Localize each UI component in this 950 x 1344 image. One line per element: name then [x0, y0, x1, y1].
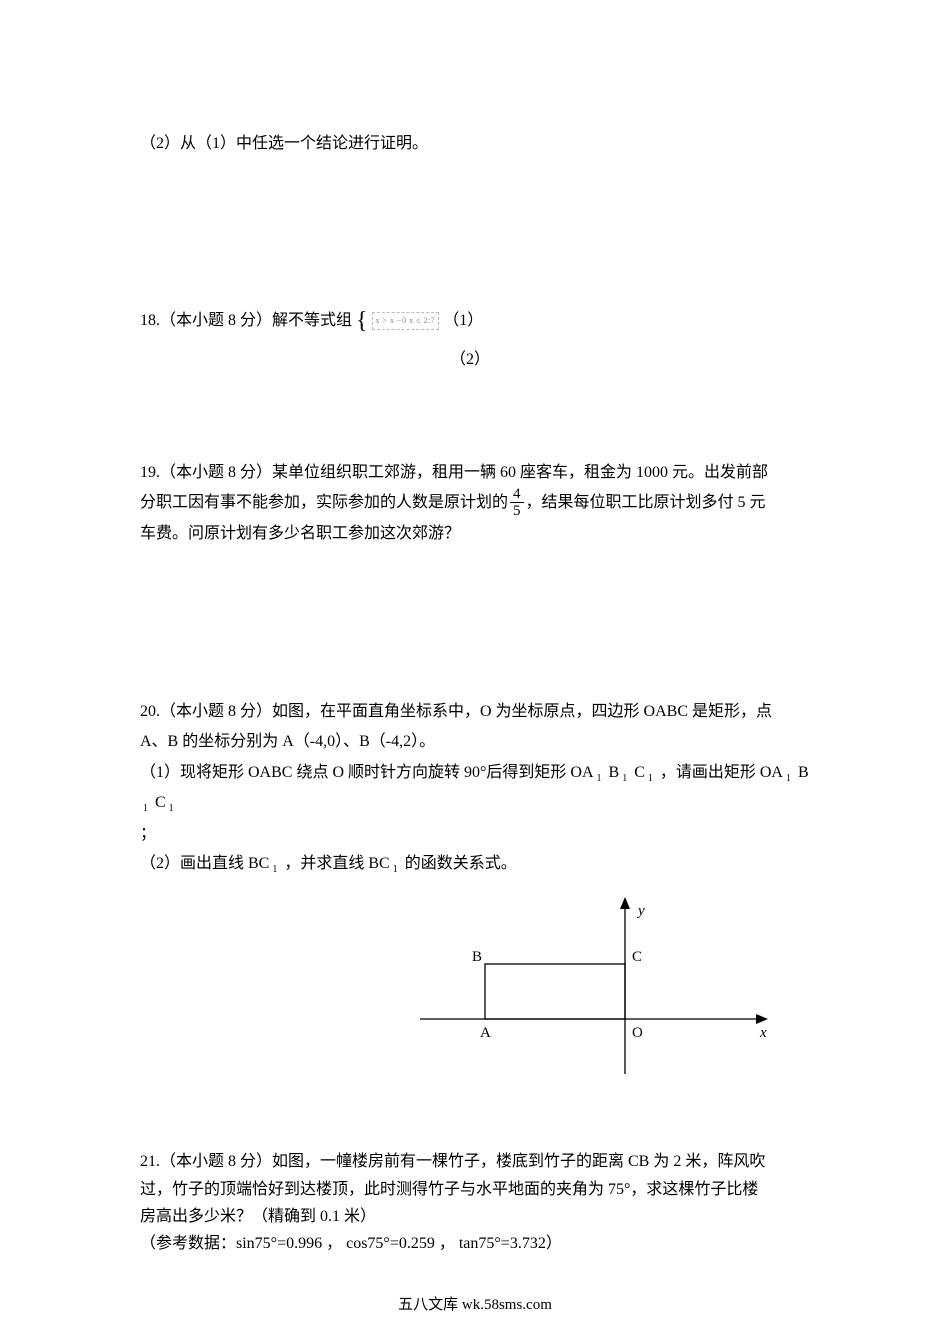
q21-line2: 过，竹子的顶端恰好到达楼顶，此时测得竹子与水平地面的夹角为 75°，求这棵竹子比…: [140, 1176, 810, 1203]
q20-sub-8: 1: [393, 860, 402, 879]
q20-sub-3: 1: [648, 769, 657, 788]
inequality-group: { x > x −0 x ≤ 2:7: [356, 309, 443, 333]
q20-line2: A、B 的坐标分别为 A（-4,0）、B（-4,2）。: [140, 727, 810, 757]
left-brace-icon: {: [356, 309, 368, 333]
point-A-label: A: [480, 1025, 491, 1041]
q19-frac-num: 4: [510, 486, 524, 504]
q21-line3: 房高出多少米？（精确到 0.1 米）: [140, 1203, 810, 1230]
point-C-label: C: [632, 949, 642, 965]
q20-sub-7: 1: [272, 860, 281, 879]
axis-y-label: y: [636, 903, 645, 919]
q20-line3c: C: [634, 764, 645, 781]
q20-line3e: B: [798, 764, 809, 781]
q20-line3d: ，请画出矩形 OA: [660, 764, 783, 781]
q21-line4: （参考数据：sin75°=0.996 ， cos75°=0.259 ， tan7…: [140, 1230, 810, 1257]
q19-line2a: 分职工因有事不能参加，实际参加的人数是原计划的: [140, 489, 508, 516]
q20-line4: ；: [140, 819, 810, 849]
q19-line1: 19.（本小题 8 分）某单位组织职工郊游，租用一辆 60 座客车，租金为 10…: [140, 459, 810, 486]
q20-line5a: （2）画出直线 BC: [140, 855, 269, 872]
q18-stem: 18.（本小题 8 分）解不等式组: [140, 307, 352, 334]
q20-sub-5: 1: [143, 799, 152, 818]
q19-line2b: ，结果每位职工比原计划多付 5 元: [526, 489, 766, 516]
q20-line5c: 的函数关系式。: [405, 855, 517, 872]
q17-sub2: （2）从（1）中任选一个结论进行证明。: [140, 135, 428, 152]
q20-sub-2: 1: [622, 769, 631, 788]
q20-line3f: C: [155, 794, 166, 811]
q18-label-1: （1）: [443, 307, 483, 334]
q19-frac-den: 5: [510, 503, 524, 520]
inequality-placeholder: x > x −0 x ≤ 2:7: [372, 312, 440, 330]
q20-line3b: B: [609, 764, 620, 781]
q20-coordinate-figure: y x B C A O: [400, 889, 780, 1089]
point-O-label: O: [632, 1025, 643, 1041]
axis-x-label: x: [759, 1025, 767, 1041]
q21-line1: 21.（本小题 8 分）如图，一幢楼房前有一棵竹子，楼底到竹子的距离 CB 为 …: [140, 1148, 810, 1175]
q20-line1: 20.（本小题 8 分）如图，在平面直角坐标系中，O 为坐标原点，四边形 OAB…: [140, 697, 810, 727]
point-B-label: B: [472, 949, 482, 965]
q19-line3: 车费。问原计划有多少名职工参加这次郊游？: [140, 520, 810, 547]
q20-sub-1: 1: [597, 769, 606, 788]
q18-label-2: （2）: [450, 351, 490, 368]
q20-line5b: ，并求直线 BC: [284, 855, 389, 872]
q19-fraction: 4 5: [510, 486, 524, 520]
page-footer: 五八文库 wk.58sms.com: [0, 1293, 950, 1314]
q20-sub-4: 1: [786, 769, 795, 788]
q20-line3a: （1）现将矩形 OABC 绕点 O 顺时针方向旋转 90°后得到矩形 OA: [140, 764, 594, 781]
q20-sub-6: 1: [169, 799, 178, 818]
